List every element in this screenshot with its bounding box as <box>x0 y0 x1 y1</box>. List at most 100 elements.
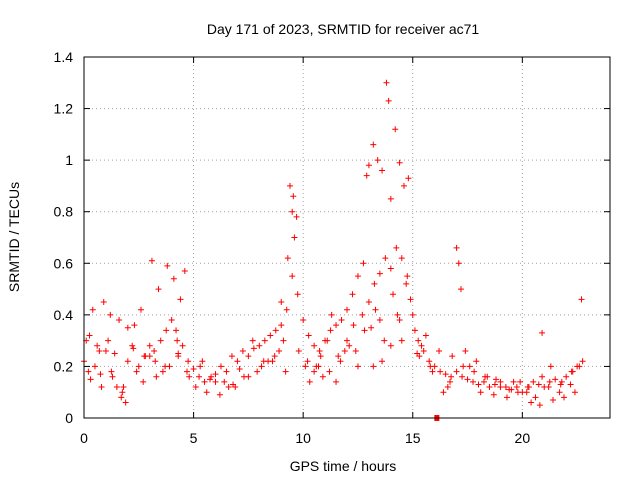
data-point <box>475 381 482 388</box>
data-point <box>223 368 230 375</box>
data-point <box>376 270 383 277</box>
data-point <box>168 317 175 324</box>
data-point <box>300 317 307 324</box>
x-tick-label: 15 <box>405 430 421 446</box>
data-point <box>344 306 350 313</box>
data-point <box>306 378 313 385</box>
data-point <box>155 286 162 293</box>
data-point <box>311 342 318 349</box>
data-point <box>415 337 422 344</box>
data-point <box>278 298 285 305</box>
data-point <box>539 373 546 380</box>
data-point <box>324 337 331 344</box>
data-point <box>394 311 401 318</box>
data-point <box>337 358 344 365</box>
data-point <box>295 347 302 354</box>
data-point <box>109 373 116 380</box>
data-point <box>245 373 252 380</box>
data-point <box>170 275 177 282</box>
data-point <box>497 378 504 385</box>
data-point <box>280 337 287 344</box>
data-point <box>510 378 517 385</box>
x-tick-label: 5 <box>190 430 198 446</box>
x-axis-label: GPS time / hours <box>290 458 397 474</box>
data-point <box>249 337 256 344</box>
data-point <box>239 347 246 354</box>
data-point <box>316 347 323 354</box>
data-point <box>528 399 535 406</box>
data-point <box>179 342 186 349</box>
data-point <box>464 376 471 383</box>
data-point <box>567 381 574 388</box>
data-point <box>276 347 283 354</box>
data-point <box>382 255 389 262</box>
data-point <box>311 368 318 375</box>
data-point <box>152 358 159 365</box>
data-point <box>129 342 136 349</box>
data-point <box>436 347 443 354</box>
data-point <box>217 363 224 370</box>
data-point <box>442 371 449 378</box>
data-point <box>532 394 539 401</box>
data-point <box>385 97 392 104</box>
data-point <box>381 337 388 344</box>
data-point <box>558 378 565 385</box>
data-point <box>556 389 563 396</box>
data-point <box>96 347 103 354</box>
data-point <box>122 399 129 406</box>
data-point <box>455 260 462 267</box>
data-point <box>517 378 524 385</box>
data-point <box>119 389 126 396</box>
data-point <box>212 371 219 378</box>
data-point <box>236 366 243 373</box>
data-point <box>333 378 340 385</box>
data-point <box>400 182 407 189</box>
data-point <box>174 337 181 344</box>
data-point <box>535 381 542 388</box>
data-point <box>447 378 454 385</box>
data-point <box>116 317 123 324</box>
data-point <box>87 376 94 383</box>
data-point <box>212 378 219 385</box>
data-point <box>107 311 114 318</box>
data-point <box>482 373 489 380</box>
data-point <box>486 384 493 391</box>
data-point <box>282 368 289 375</box>
data-point <box>359 311 366 318</box>
data-point <box>398 255 405 262</box>
data-point <box>317 353 324 360</box>
data-point <box>159 368 166 375</box>
data-point <box>97 371 104 378</box>
data-point <box>578 296 585 303</box>
data-point <box>260 358 267 365</box>
data-point <box>221 378 228 385</box>
y-tick-label: 0.6 <box>54 255 74 271</box>
data-point <box>197 363 204 370</box>
y-tick-label: 0.8 <box>54 204 74 220</box>
data-point <box>327 327 334 334</box>
data-point <box>216 391 223 398</box>
data-point <box>341 347 348 354</box>
data-point <box>305 332 312 339</box>
data-point <box>365 162 372 169</box>
data-point <box>497 384 504 391</box>
data-point <box>349 291 356 298</box>
data-point <box>287 182 294 189</box>
data-point <box>379 358 386 365</box>
data-point <box>256 342 263 349</box>
data-point <box>162 363 169 370</box>
data-point <box>523 389 530 396</box>
data-point <box>387 342 394 349</box>
data-point <box>105 337 112 344</box>
data-point <box>304 358 311 365</box>
data-point <box>85 368 92 375</box>
data-point <box>289 208 296 215</box>
data-point <box>164 262 171 269</box>
data-point <box>546 378 553 385</box>
data-point <box>418 342 425 349</box>
data-point <box>550 396 557 403</box>
data-point <box>372 306 379 313</box>
data-point <box>326 368 333 375</box>
data-point <box>514 389 521 396</box>
data-point <box>284 255 291 262</box>
